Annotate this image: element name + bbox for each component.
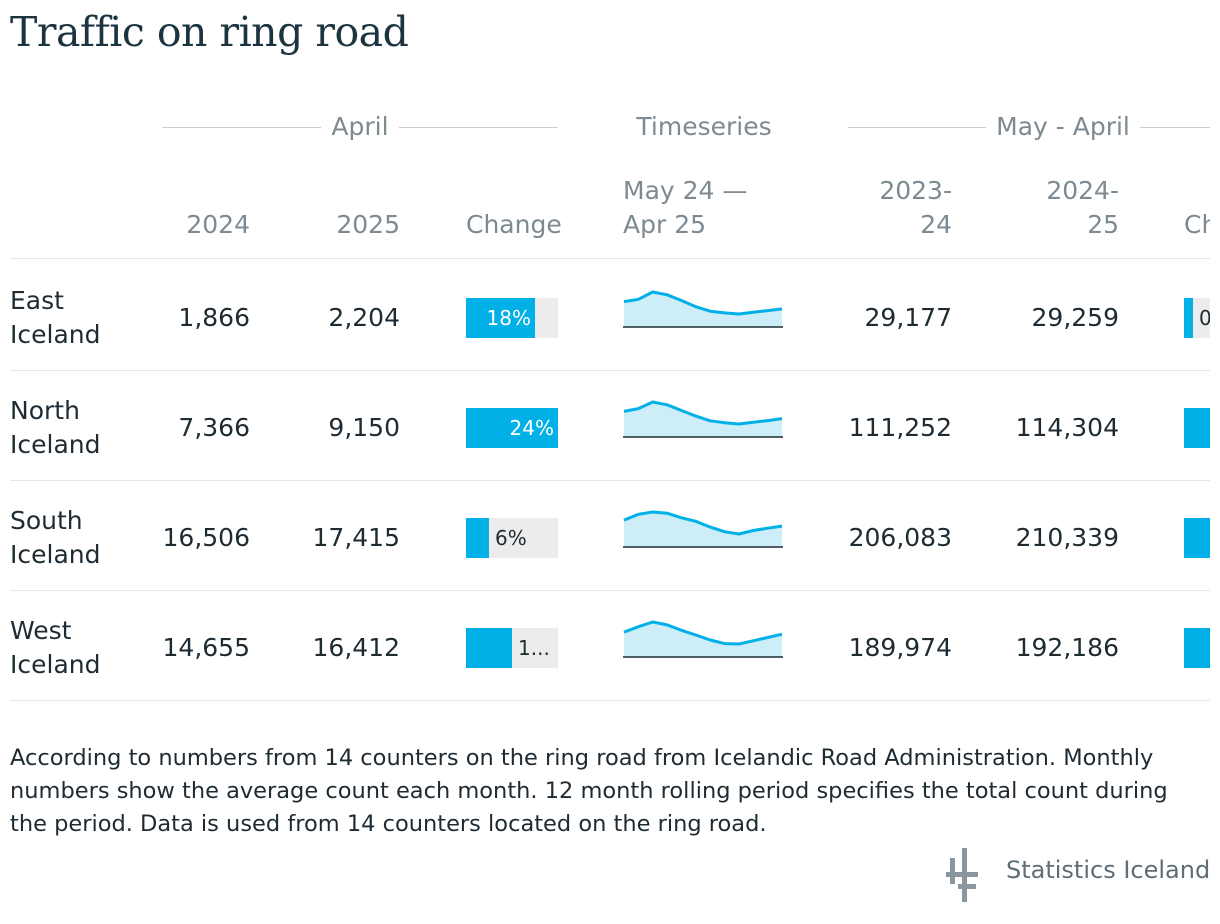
cell-may-april-2024-25: 114,304 [1015,413,1119,442]
change-bar-label: 1... [518,636,550,660]
cell-april-2024: 1,866 [178,303,250,332]
cell-april-2024: 7,366 [178,413,250,442]
header-divider [10,258,1210,259]
group-header-may-april: May - April [848,110,1210,144]
col-header-2025[interactable]: 2025 [336,210,400,239]
logo-text: Statistics Iceland [1006,856,1211,884]
row-region-label-line2: Iceland [10,540,101,569]
cell-may-april-2024-25: 210,339 [1015,523,1119,552]
cell-may-april-2023-24: 111,252 [848,413,952,442]
sparkline [623,400,783,438]
group-header-timeseries: Timeseries [604,110,804,144]
cell-april-2025: 16,412 [312,633,400,662]
cell-may-april-2024-25: 192,186 [1015,633,1119,662]
change-bar-2: 3% [1184,408,1210,448]
cell-april-2025: 2,204 [328,303,400,332]
change-bar-fill [466,298,535,338]
row-region-label-line2: Iceland [10,650,101,679]
change-bar-2-label: 0% [1199,306,1210,330]
change-bar: 18% [466,298,558,338]
sparkline-line [623,510,783,536]
col-header-change-2[interactable]: Change [1184,210,1210,239]
sparkline [623,290,783,328]
change-bar-label: 24% [509,416,554,440]
cell-april-2024: 16,506 [162,523,250,552]
cell-april-2024: 14,655 [162,633,250,662]
col-header-2024-25-line1[interactable]: 2024- [1046,176,1119,205]
col-header-2024-25-line2[interactable]: 25 [1087,210,1119,239]
cell-april-2025: 17,415 [312,523,400,552]
row-divider [10,700,1210,701]
sparkline [623,620,783,658]
change-bar-label: 6% [495,526,527,550]
logo-mark-icon [946,848,978,902]
statistics-iceland-logo: Statistics Iceland [946,848,1210,902]
row-region-label-line1: South [10,506,83,535]
row-divider [10,590,1210,591]
row-region-label-line2: Iceland [10,430,101,459]
col-header-timeseries-line1[interactable]: May 24 — [623,176,748,205]
sparkline [623,510,783,548]
col-header-2023-24-line2[interactable]: 24 [920,210,952,239]
row-region-label-line1: North [10,396,80,425]
cell-may-april-2023-24: 189,974 [848,633,952,662]
row-region-label-line2: Iceland [10,320,101,349]
row-divider [10,370,1210,371]
change-bar: 24% [466,408,558,448]
col-header-2024[interactable]: 2024 [186,210,250,239]
sparkline-line [623,290,783,316]
change-bar-label: 18% [486,306,531,330]
sparkline-area [624,622,782,657]
row-divider [10,480,1210,481]
change-bar-fill [466,518,489,558]
change-bar: 6% [466,518,558,558]
col-header-timeseries-line2[interactable]: Apr 25 [623,210,707,239]
change-bar-2-fill [1184,408,1210,448]
row-region-label-line1: East [10,286,64,315]
page-title: Traffic on ring road [10,8,409,56]
cell-may-april-2024-25: 29,259 [1031,303,1119,332]
cell-april-2025: 9,150 [328,413,400,442]
group-header-april: April [162,110,558,144]
change-bar-fill [466,408,558,448]
cell-may-april-2023-24: 29,177 [864,303,952,332]
change-bar-2: 0% [1184,298,1210,338]
change-bar-fill [466,628,512,668]
sparkline-line [623,400,783,426]
col-header-change[interactable]: Change [466,210,562,239]
change-bar: 1... [466,628,558,668]
sparkline-line [623,620,783,646]
change-bar-2-fill [1184,518,1210,558]
footnote: According to numbers from 14 counters on… [10,745,1168,837]
change-bar-2-fill [1184,298,1193,338]
row-region-label-line1: West [10,616,72,645]
cell-may-april-2023-24: 206,083 [848,523,952,552]
change-bar-2-fill [1184,628,1210,668]
col-header-2023-24-line1[interactable]: 2023- [879,176,952,205]
change-bar-2: 2% [1184,518,1210,558]
change-bar-2: 1% [1184,628,1210,668]
sparkline-area [624,512,782,547]
